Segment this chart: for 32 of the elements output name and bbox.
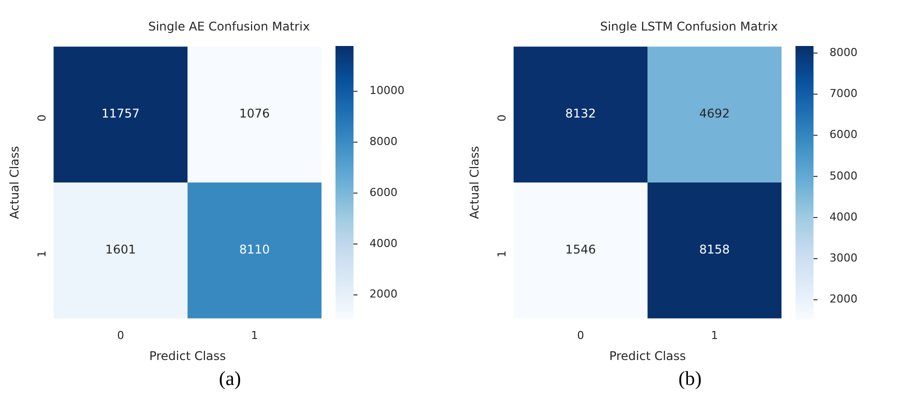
- data-label: 8110: [239, 242, 270, 257]
- color-bar-label: 10000: [370, 84, 404, 98]
- color-bar-label: 6000: [370, 186, 398, 199]
- text: (a): [218, 368, 242, 391]
- color-bar-label: 5000: [830, 169, 858, 182]
- x-tick-label: 0: [577, 328, 584, 342]
- chart-title: Single AE Confusion Matrix: [148, 20, 310, 34]
- color-bar-label: 2000: [830, 292, 858, 306]
- data-label: 11757: [101, 106, 140, 121]
- text: (b): [678, 368, 702, 391]
- x-tick-label: 1: [251, 328, 258, 342]
- color-bar-label: 8000: [830, 46, 858, 59]
- color-bar-label: 7000: [830, 87, 858, 100]
- y-axis-title: Actual Class: [467, 146, 482, 219]
- data-label: 4692: [699, 106, 730, 121]
- chart-title: Single LSTM Confusion Matrix: [600, 20, 778, 34]
- color-bar-label: 3000: [830, 251, 858, 264]
- color-bar-label: 4000: [370, 236, 398, 250]
- color-bar-label: 4000: [830, 210, 858, 224]
- y-axis-title: Actual Class: [7, 146, 22, 219]
- x-axis-title: Predict Class: [149, 348, 226, 363]
- data-label: 1546: [565, 242, 596, 257]
- color-bar-label: 8000: [370, 135, 398, 148]
- color-bar-label: 2000: [370, 288, 398, 301]
- data-label: 1076: [239, 106, 270, 121]
- data-label: 8158: [699, 242, 730, 257]
- x-axis-title: Predict Class: [609, 348, 686, 363]
- data-label: 1601: [105, 242, 136, 257]
- color-bar-label: 6000: [830, 128, 858, 142]
- x-tick-label: 1: [711, 328, 718, 342]
- x-tick-label: 0: [117, 328, 124, 342]
- data-label: 8132: [565, 106, 596, 121]
